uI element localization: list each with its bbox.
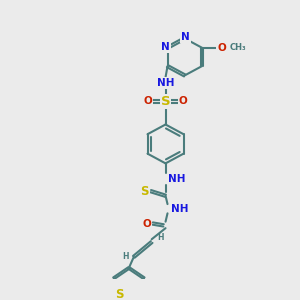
Text: NH: NH bbox=[157, 78, 174, 88]
Text: NH: NH bbox=[168, 174, 185, 184]
Text: S: S bbox=[161, 95, 170, 108]
Text: O: O bbox=[142, 218, 151, 229]
Text: N: N bbox=[181, 32, 190, 43]
Text: NH: NH bbox=[171, 204, 188, 214]
Text: H: H bbox=[123, 252, 129, 261]
Text: O: O bbox=[143, 96, 152, 106]
Text: S: S bbox=[140, 184, 149, 198]
Text: O: O bbox=[217, 43, 226, 53]
Text: N: N bbox=[161, 42, 170, 52]
Text: O: O bbox=[179, 96, 188, 106]
Text: H: H bbox=[157, 233, 164, 242]
Text: S: S bbox=[115, 288, 124, 300]
Text: CH₃: CH₃ bbox=[230, 43, 246, 52]
